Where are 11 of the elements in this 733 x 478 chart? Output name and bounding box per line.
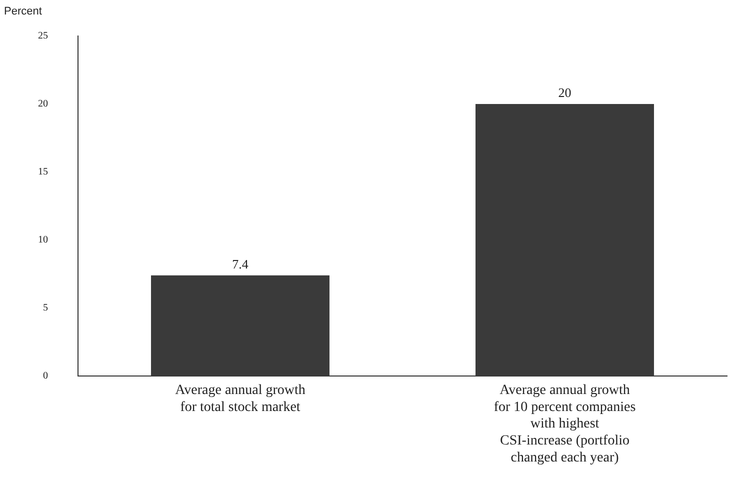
y-tick-label: 5 [43,302,48,314]
y-tick-label: 25 [38,30,48,42]
y-tick-label: 10 [38,234,48,246]
y-tick-label: 0 [43,370,48,382]
y-axis-title: Percent [4,6,42,18]
y-tick-label: 15 [38,166,48,178]
data-label: 7.4 [232,256,249,272]
x-tick-label: Average annual growth for 10 percent companies with highest CSI-increase (portfolio changed each year) [494,383,636,466]
y-tick-label: 20 [38,98,48,110]
data-label: 20 [558,84,572,100]
x-tick-label: Average annual growth for total stock market [175,383,306,415]
